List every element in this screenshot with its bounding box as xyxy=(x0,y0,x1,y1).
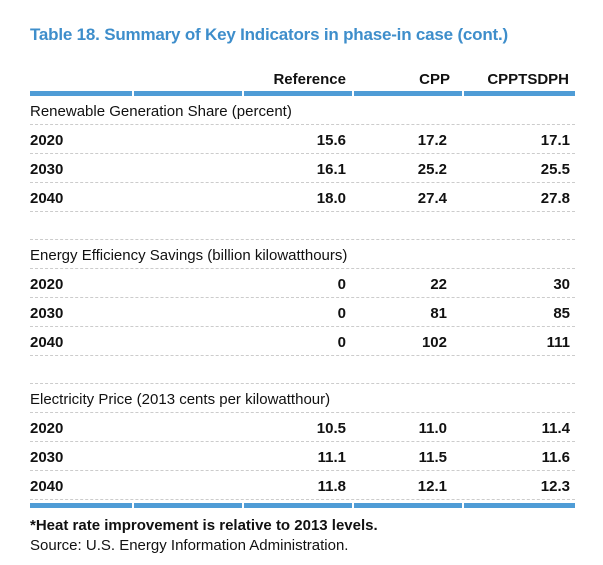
value-cell: 11.0 xyxy=(418,420,447,437)
year-cell: 2030 xyxy=(30,161,64,178)
value-cell: 18.0 xyxy=(316,190,346,207)
year-cell: 2040 xyxy=(30,478,64,495)
border-segment xyxy=(244,91,352,96)
border-segment xyxy=(134,503,242,508)
border-segment xyxy=(464,91,575,96)
value-cell: 16.1 xyxy=(316,161,346,178)
year-cell: 2030 xyxy=(30,305,64,322)
table-row: 2030 16.1 25.2 25.5 xyxy=(30,154,575,183)
column-header-cpptsdph: CPPTSDPH xyxy=(487,71,569,88)
value-cell: 17.1 xyxy=(540,132,570,149)
value-cell: 12.3 xyxy=(540,478,570,495)
year-cell: 2020 xyxy=(30,276,64,293)
border-segment xyxy=(244,503,352,508)
year-cell: 2020 xyxy=(30,420,64,437)
table-row: 2020 10.5 11.0 11.4 xyxy=(30,413,575,442)
value-cell: 22 xyxy=(430,276,447,293)
value-cell: 81 xyxy=(430,305,447,322)
section-header-row: Electricity Price (2013 cents per kilowa… xyxy=(30,384,575,413)
value-cell: 10.5 xyxy=(316,420,346,437)
table-bottom-border xyxy=(30,503,575,508)
table-row: 2040 18.0 27.4 27.8 xyxy=(30,183,575,212)
table-row: 2040 11.8 12.1 12.3 xyxy=(30,471,575,500)
value-cell: 27.8 xyxy=(540,190,570,207)
table-footer: *Heat rate improvement is relative to 20… xyxy=(30,516,575,556)
border-segment xyxy=(134,91,242,96)
value-cell: 0 xyxy=(337,305,346,322)
value-cell: 12.1 xyxy=(417,478,447,495)
border-segment xyxy=(354,91,462,96)
border-segment xyxy=(354,503,462,508)
table-row: 2020 15.6 17.2 17.1 xyxy=(30,125,575,154)
value-cell: 85 xyxy=(553,305,570,322)
value-cell: 11.4 xyxy=(541,420,570,437)
table-row: 2040 0 102 111 xyxy=(30,327,575,356)
value-cell: 11.8 xyxy=(317,478,346,495)
value-cell: 25.2 xyxy=(417,161,447,178)
value-cell: 0 xyxy=(337,334,346,351)
value-cell: 102 xyxy=(421,334,447,351)
table-row: 2030 0 81 85 xyxy=(30,298,575,327)
table-row: 2030 11.1 11.5 11.6 xyxy=(30,442,575,471)
year-cell: 2040 xyxy=(30,334,64,351)
value-cell: 111 xyxy=(546,334,570,351)
table-body: Renewable Generation Share (percent) 2020… xyxy=(30,96,575,500)
table-row: 2020 0 22 30 xyxy=(30,269,575,298)
spacer-row xyxy=(30,356,575,384)
year-cell: 2020 xyxy=(30,132,64,149)
border-segment xyxy=(30,91,132,96)
value-cell: 27.4 xyxy=(417,190,447,207)
report-table: Table 18. Summary of Key Indicators in p… xyxy=(30,0,575,556)
value-cell: 25.5 xyxy=(540,161,570,178)
year-cell: 2030 xyxy=(30,449,64,466)
value-cell: 30 xyxy=(553,276,570,293)
spacer-row xyxy=(30,212,575,240)
column-header-row: Reference CPP CPPTSDPH xyxy=(30,61,575,88)
source-text: Source: U.S. Energy Information Administ… xyxy=(30,537,349,554)
column-header-reference: Reference xyxy=(273,71,346,88)
border-segment xyxy=(464,503,575,508)
footnote-text: *Heat rate improvement is relative to 20… xyxy=(30,517,378,534)
year-cell: 2040 xyxy=(30,190,64,207)
table-title: Table 18. Summary of Key Indicators in p… xyxy=(30,25,508,44)
value-cell: 0 xyxy=(337,276,346,293)
value-cell: 11.6 xyxy=(541,449,570,466)
value-cell: 11.1 xyxy=(317,449,346,466)
column-header-cpp: CPP xyxy=(419,71,450,88)
table-top-border xyxy=(30,91,575,96)
value-cell: 15.6 xyxy=(316,132,346,149)
value-cell: 17.2 xyxy=(417,132,447,149)
section-header-row: Energy Efficiency Savings (billion kilow… xyxy=(30,240,575,269)
value-cell: 11.5 xyxy=(418,449,447,466)
border-segment xyxy=(30,503,132,508)
section-header-row: Renewable Generation Share (percent) xyxy=(30,96,575,125)
